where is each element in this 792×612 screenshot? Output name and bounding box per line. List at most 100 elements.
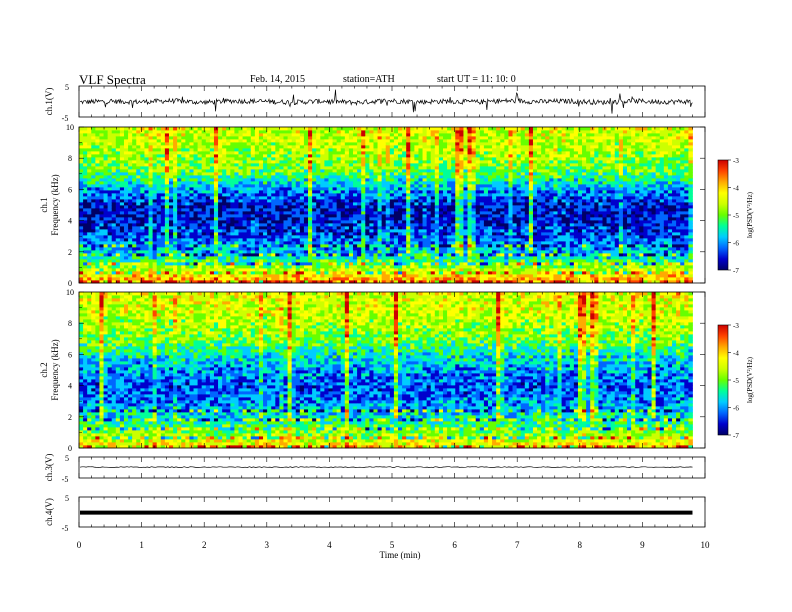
- spectrogram-cell: [238, 154, 243, 158]
- spectrogram-cell: [156, 157, 162, 161]
- spectrogram-cell: [201, 187, 207, 191]
- spectrogram-cell: [83, 244, 88, 248]
- spectrogram-cell: [238, 268, 243, 272]
- spectrogram-cell: [275, 193, 280, 197]
- spectrogram-cell: [353, 223, 358, 227]
- spectrogram-cell: [209, 169, 215, 173]
- spectrogram-cell: [246, 181, 252, 185]
- spectrogram-cell: [393, 235, 399, 239]
- spectrogram-cell: [426, 214, 432, 218]
- spectrogram-cell: [103, 196, 109, 200]
- spectrogram-cell: [91, 160, 96, 164]
- spectrogram-cell: [140, 163, 145, 167]
- spectrogram-cell: [156, 262, 162, 266]
- spectrogram-cell: [79, 193, 84, 197]
- spectrogram-cell: [132, 241, 137, 245]
- spectrogram-cell: [107, 133, 113, 137]
- spectrogram-cell: [279, 265, 284, 269]
- spectrogram-cell: [164, 262, 170, 266]
- spectrogram-cell: [438, 223, 444, 227]
- spectrogram-cell: [201, 226, 207, 230]
- spectrogram-cell: [152, 133, 158, 137]
- spectrogram-cell: [254, 223, 260, 227]
- spectrogram-cell: [357, 130, 362, 134]
- spectrogram-cell: [144, 154, 149, 158]
- spectrogram-cell: [213, 196, 219, 200]
- spectrogram-cell: [361, 175, 366, 179]
- spectrogram-cell: [430, 235, 436, 239]
- spectrogram-cell: [287, 187, 293, 191]
- spectrogram-cell: [132, 205, 137, 209]
- spectrogram-cell: [385, 256, 391, 260]
- spectrogram-cell: [152, 169, 158, 173]
- spectrogram-cell: [332, 205, 338, 209]
- spectrogram-cell: [279, 127, 284, 131]
- spectrogram-cell: [328, 181, 333, 185]
- spectrogram-cell: [348, 169, 354, 173]
- spectrogram-cell: [230, 226, 235, 230]
- spectrogram-cell: [398, 148, 403, 152]
- spectrogram-cell: [95, 142, 100, 146]
- spectrogram-cell: [438, 151, 444, 155]
- spectrogram-cell: [271, 214, 276, 218]
- spectrogram-cell: [107, 241, 113, 245]
- spectrogram-cell: [254, 187, 260, 191]
- spectrogram-cell: [140, 145, 145, 149]
- spectrogram-cell: [103, 271, 109, 275]
- spectrogram-cell: [283, 187, 288, 191]
- spectrogram-cell: [348, 238, 354, 242]
- spectrogram-cell: [398, 169, 403, 173]
- spectrogram-cell: [316, 175, 321, 179]
- spectrogram-cell: [365, 217, 370, 221]
- spectrogram-cell: [242, 253, 248, 257]
- spectrogram-cell: [201, 160, 207, 164]
- spectrogram-cell: [246, 184, 252, 188]
- spectrogram-cell: [316, 145, 321, 149]
- spectrogram-cell: [426, 274, 432, 278]
- spectrogram-cell: [230, 262, 235, 266]
- spectrogram-cell: [336, 259, 342, 263]
- spectrogram-cell: [393, 151, 399, 155]
- spectrogram-cell: [406, 193, 411, 197]
- spectrogram-cell: [344, 181, 350, 185]
- spectrogram-cell: [426, 208, 432, 212]
- spectrogram-cell: [209, 271, 215, 275]
- spectrogram-cell: [455, 133, 460, 137]
- spectrogram-cell: [87, 166, 92, 170]
- spectrogram-cell: [377, 169, 383, 173]
- spectrogram-cell: [332, 196, 338, 200]
- spectrogram-cell: [414, 187, 419, 191]
- spectrogram-cell: [197, 232, 203, 236]
- spectrogram-cell: [164, 271, 170, 275]
- spectrogram-cell: [418, 145, 423, 149]
- spectrogram-cell: [209, 205, 215, 209]
- spectrogram-cell: [209, 202, 215, 206]
- spectrogram-cell: [95, 127, 100, 131]
- spectrogram-cell: [353, 280, 358, 284]
- spectrogram-cell: [148, 175, 154, 179]
- spectrogram-cell: [136, 229, 141, 233]
- spectrogram-cell: [111, 184, 117, 188]
- spectrogram-cell: [393, 133, 399, 137]
- spectrogram-cell: [226, 181, 231, 185]
- spectrogram-cell: [254, 217, 260, 221]
- spectrogram-cell: [258, 160, 264, 164]
- spectrogram-cell: [115, 220, 121, 224]
- spectrogram-cell: [328, 211, 333, 215]
- spectrogram-cell: [447, 205, 452, 209]
- spectrogram-cell: [173, 169, 178, 173]
- spectrogram-cell: [443, 169, 448, 173]
- spectrogram-cell: [434, 259, 440, 263]
- spectrogram-cell: [185, 154, 190, 158]
- spectrogram-cell: [410, 244, 415, 248]
- spectrogram-cell: [218, 151, 223, 155]
- spectrogram-cell: [99, 259, 104, 263]
- spectrogram-cell: [201, 136, 207, 140]
- spectrogram-cell: [185, 190, 190, 194]
- spectrogram-cell: [234, 235, 239, 239]
- spectrogram-cell: [422, 151, 428, 155]
- spectrogram-cell: [447, 253, 452, 257]
- spectrogram-cell: [218, 256, 223, 260]
- spectrogram-cell: [414, 223, 419, 227]
- spectrogram-cell: [275, 187, 280, 191]
